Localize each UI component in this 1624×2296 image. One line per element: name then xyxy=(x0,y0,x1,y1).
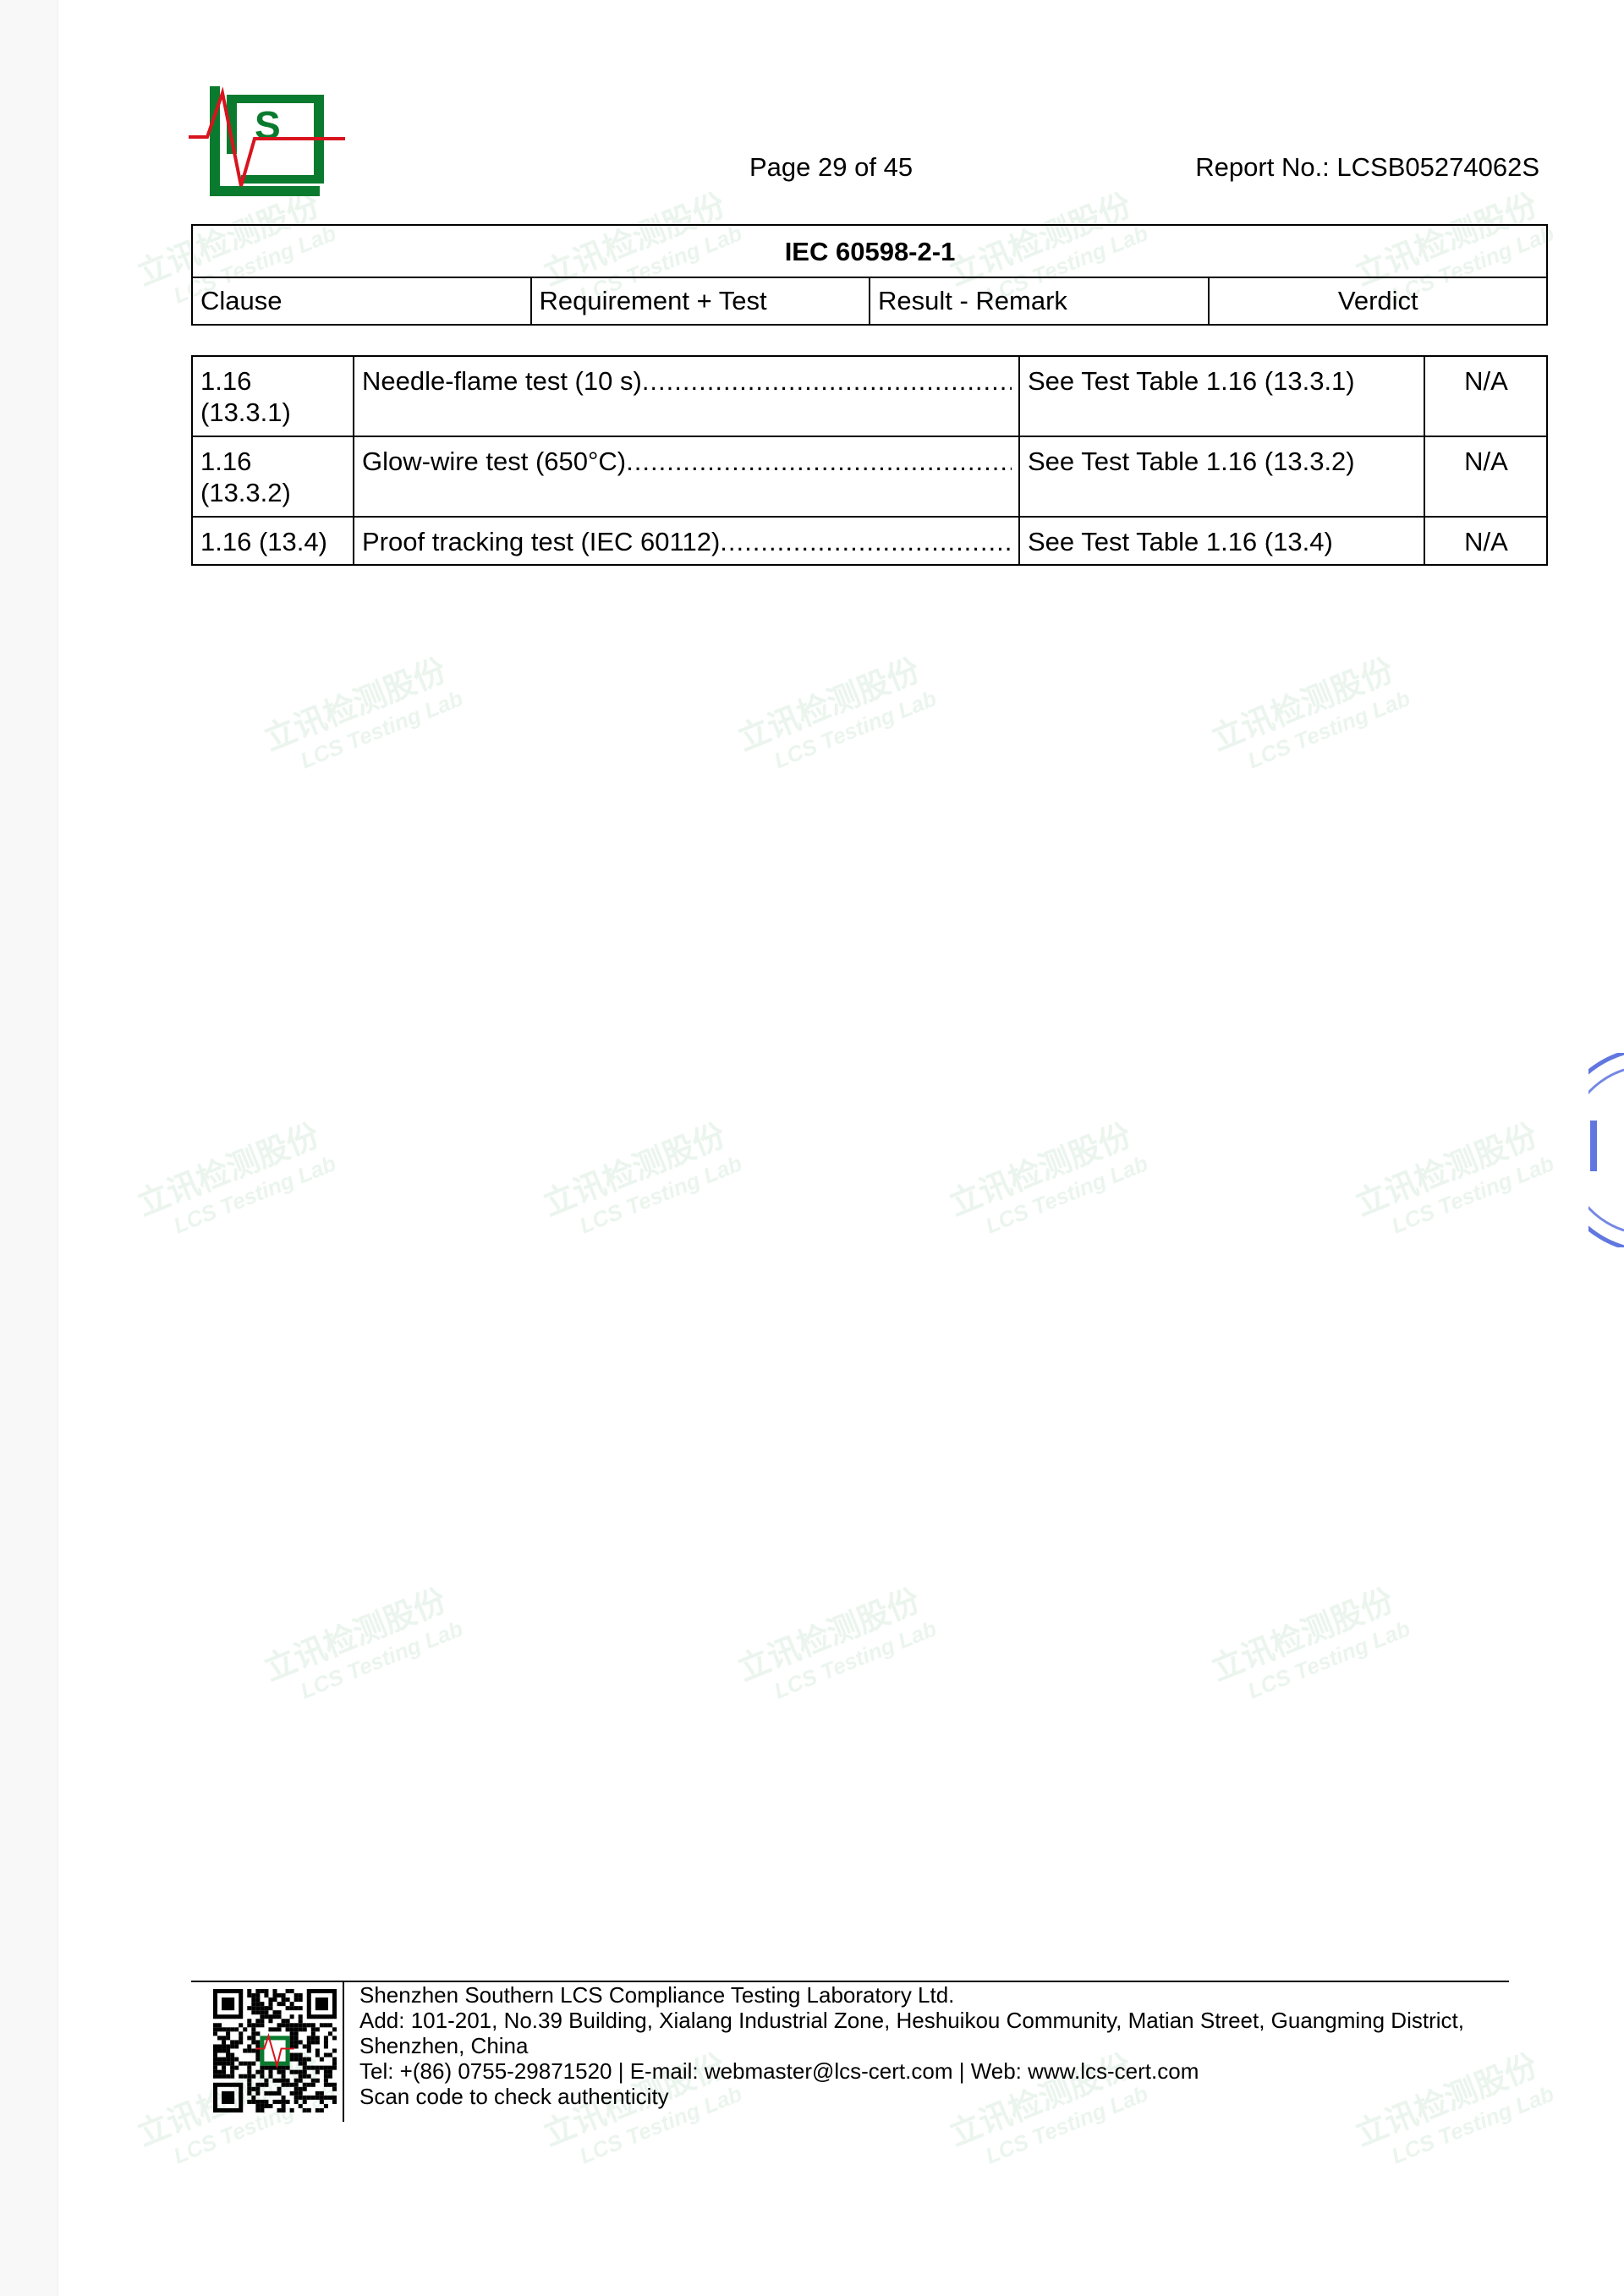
clause-table: 1.16 (13.3.1) Needle-flame test (10 s)..… xyxy=(191,355,1548,566)
watermark: 立讯检测股份 LCS Testing Lab xyxy=(729,642,941,783)
footer-company: Shenzhen Southern LCS Compliance Testing… xyxy=(359,1982,955,2008)
watermark: 立讯检测股份 LCS Testing Lab xyxy=(255,642,467,783)
footer-scan-note: Scan code to check authenticity xyxy=(359,2084,669,2109)
result-cell: See Test Table 1.16 (13.3.2) xyxy=(1018,436,1425,518)
standard-title: IEC 60598-2-1 xyxy=(191,224,1548,278)
verdict-cell: N/A xyxy=(1424,355,1548,437)
verdict-cell: N/A xyxy=(1424,436,1548,518)
clause-table-header: IEC 60598-2-1 Clause Requirement + Test … xyxy=(191,224,1548,326)
watermark: 立讯检测股份 LCS Testing Lab xyxy=(1347,1107,1558,1248)
page-number: Page 29 of 45 xyxy=(749,152,914,182)
report-number: Report No.: LCSB05274062S xyxy=(1195,152,1539,182)
watermark: 立讯检测股份 LCS Testing Lab xyxy=(729,1572,941,1713)
table-row: 1.16 (13.4) Proof tracking test (IEC 601… xyxy=(191,516,1548,566)
result-cell: See Test Table 1.16 (13.4) xyxy=(1018,516,1425,566)
footer-address-city: Shenzhen, China xyxy=(359,2033,529,2058)
dot-leader: ........................................… xyxy=(641,366,1012,396)
watermark: 立讯检测股份 LCS Testing Lab xyxy=(129,1107,340,1248)
dot-leader: ........................................… xyxy=(626,447,1012,476)
svg-text:S: S xyxy=(255,103,281,147)
seal-stamp xyxy=(1588,1053,1624,1247)
qr-code[interactable] xyxy=(213,1989,337,2112)
column-verdict: Verdict xyxy=(1207,277,1548,326)
column-clause: Clause xyxy=(191,277,532,326)
requirement-cell: Needle-flame test (10 s) xyxy=(362,366,642,396)
verdict-cell: N/A xyxy=(1424,516,1548,566)
footer-contact: Tel: +(86) 0755-29871520 | E-mail: webma… xyxy=(359,2058,1199,2084)
column-requirement: Requirement + Test xyxy=(529,277,870,326)
dot-leader: ........................................… xyxy=(720,527,1012,556)
clause-cell: 1.16 (13.4) xyxy=(191,516,354,566)
footer-address: Add: 101-201, No.39 Building, Xialang In… xyxy=(359,2008,1464,2033)
clause-cell: 1.16 (13.3.2) xyxy=(191,436,354,518)
requirement-cell: Proof tracking test (IEC 60112) xyxy=(362,527,721,556)
watermark: 立讯检测股份 LCS Testing Lab xyxy=(941,1107,1152,1248)
watermark: 立讯检测股份 LCS Testing Lab xyxy=(1347,2037,1558,2178)
table-row: 1.16 (13.3.2) Glow-wire test (650°C)....… xyxy=(191,436,1548,518)
requirement-cell: Glow-wire test (650°C) xyxy=(362,447,627,476)
watermark: 立讯检测股份 LCS Testing Lab xyxy=(1203,1572,1414,1713)
result-cell: See Test Table 1.16 (13.3.1) xyxy=(1018,355,1425,437)
lcs-logo: S xyxy=(189,86,345,196)
page-margin xyxy=(0,0,58,2296)
table-row: 1.16 (13.3.1) Needle-flame test (10 s)..… xyxy=(191,355,1548,437)
watermark: 立讯检测股份 LCS Testing Lab xyxy=(1203,642,1414,783)
column-result: Result - Remark xyxy=(869,277,1210,326)
footer-divider xyxy=(191,1981,1509,1982)
watermark: 立讯检测股份 LCS Testing Lab xyxy=(255,1572,467,1713)
clause-cell: 1.16 (13.3.1) xyxy=(191,355,354,437)
watermark: 立讯检测股份 LCS Testing Lab xyxy=(535,1107,746,1248)
footer-vertical-divider xyxy=(343,1982,344,2122)
